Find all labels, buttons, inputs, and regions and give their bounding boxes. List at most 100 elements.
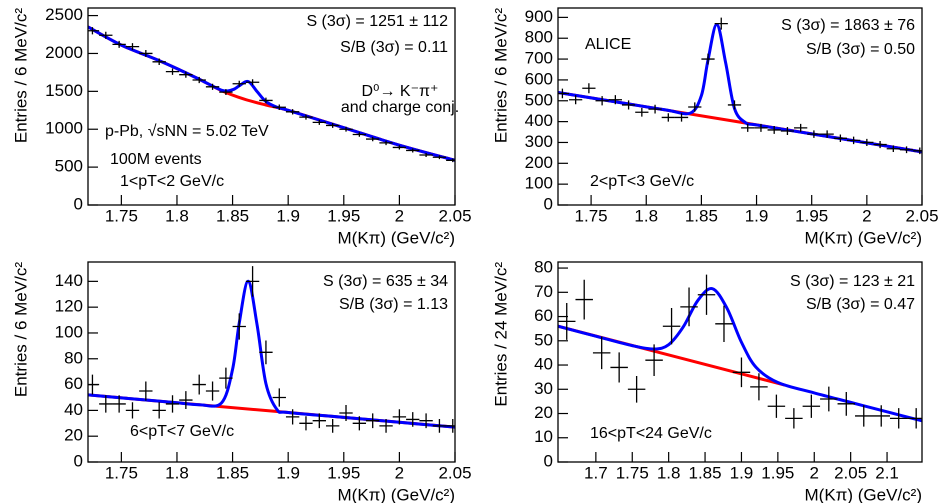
y-tick-label: 0: [74, 194, 83, 213]
data-point: [582, 83, 596, 94]
data-point: [846, 136, 861, 145]
y-tick-label: 2500: [45, 5, 83, 24]
data-point: [245, 79, 260, 86]
x-tick-label: 2.05: [438, 206, 471, 225]
data-point: [285, 409, 300, 425]
data-point: [112, 395, 126, 413]
annotation: S/B (3σ) = 0.47: [806, 296, 915, 313]
annotation: 1<pT<2 GeV/c: [120, 173, 224, 190]
data-point: [179, 71, 193, 78]
data-point: [339, 126, 353, 132]
data-point: [99, 395, 113, 413]
x-tick-label: 1.85: [216, 206, 249, 225]
data-point: [139, 50, 153, 57]
y-tick-label: 70: [534, 282, 553, 301]
y-tick-label: 700: [525, 49, 553, 68]
data-point: [820, 130, 834, 138]
plot-area: [88, 266, 455, 433]
data-point: [575, 279, 593, 320]
data-point: [558, 88, 570, 99]
data-point: [608, 95, 622, 105]
data-point: [312, 119, 326, 125]
panel: 1.7 1.75 1.8 1.85 1.9 1.95 2 2.05 2.1 0 10 20 30 40 50…: [491, 258, 923, 503]
fit-curve: [88, 25, 455, 162]
y-tick-label: 1500: [45, 81, 83, 100]
x-tick-label: 1.85: [216, 463, 249, 482]
data-point: [219, 367, 233, 389]
annotation: S (3σ) = 635 ± 34: [323, 273, 448, 290]
data-point: [635, 107, 649, 117]
data-point: [339, 404, 353, 421]
data-point: [379, 140, 393, 146]
data-point: [697, 274, 716, 315]
data-point: [780, 127, 795, 135]
data-point: [680, 287, 698, 327]
data-point: [232, 313, 246, 340]
y-tick-label: 0: [74, 451, 83, 470]
data-point: [285, 109, 300, 115]
fit-curve: [558, 287, 922, 423]
y-tick-label: 300: [525, 132, 553, 151]
y-tick-label: 0: [544, 451, 553, 470]
y-tick-label: 20: [534, 403, 553, 422]
plot-area: [558, 274, 922, 429]
data-point: [750, 373, 768, 401]
data-point: [352, 416, 367, 431]
data-point: [648, 104, 662, 114]
y-axis-label: Entries / 6 MeV/c²: [11, 8, 30, 143]
data-point: [886, 145, 900, 153]
data-point: [807, 130, 821, 138]
data-point: [714, 17, 728, 30]
data-point: [392, 409, 407, 425]
data-point: [325, 123, 340, 128]
data-point: [715, 305, 733, 342]
data-point: [112, 40, 126, 48]
x-tick-label: 1.85: [689, 463, 722, 482]
x-tick-label: 1.95: [795, 206, 828, 225]
annotation: D⁰→ K⁻π⁺: [361, 83, 438, 100]
y-axis-label: Entries / 24 MeV/c²: [491, 262, 510, 407]
y-tick-label: 200: [525, 153, 553, 172]
y-tick-label: 500: [525, 90, 553, 109]
data-point: [366, 136, 380, 142]
data-point: [165, 395, 180, 413]
data-point: [152, 58, 166, 66]
x-tick-label: 2.05: [438, 463, 471, 482]
annotation: S (3σ) = 1251 ± 112: [306, 13, 448, 30]
y-tick-label: 140: [55, 271, 83, 290]
data-point: [179, 391, 193, 409]
data-point: [205, 381, 220, 401]
plot-area: [558, 17, 922, 155]
x-tick-label: 1.9: [276, 463, 300, 482]
data-point: [645, 344, 663, 376]
data-point: [754, 123, 768, 132]
data-point: [661, 113, 675, 122]
panel: 1.75 1.8 1.85 1.9 1.95 2 2.05 0 500 1000 1500 2000 2…: [11, 5, 471, 247]
y-tick-label: 1000: [45, 119, 83, 138]
data-point: [205, 83, 220, 90]
data-point: [701, 53, 715, 65]
data-point: [312, 413, 326, 429]
annotation: S/B (3σ) = 0.50: [806, 41, 915, 58]
x-tick-label: 1.8: [165, 463, 189, 482]
data-point: [325, 419, 340, 433]
frame: [87, 7, 456, 206]
x-tick-label: 2.05: [834, 463, 867, 482]
x-axis-label: M(Kπ) (GeV/c²): [338, 485, 456, 503]
y-tick-label: 40: [64, 400, 83, 419]
frame: [557, 261, 923, 463]
data-point: [219, 89, 233, 96]
data-point: [446, 419, 455, 433]
data-point: [732, 357, 751, 388]
data-point: [419, 153, 433, 157]
annotation: S/B (3σ) = 1.13: [339, 296, 448, 313]
x-tick-label: 1.9: [276, 206, 300, 225]
data-point: [192, 76, 206, 84]
y-tick-label: 500: [55, 157, 83, 176]
data-point: [392, 145, 407, 150]
data-point: [125, 402, 140, 419]
data-point: [767, 125, 781, 134]
x-tick-label: 1.75: [105, 206, 138, 225]
